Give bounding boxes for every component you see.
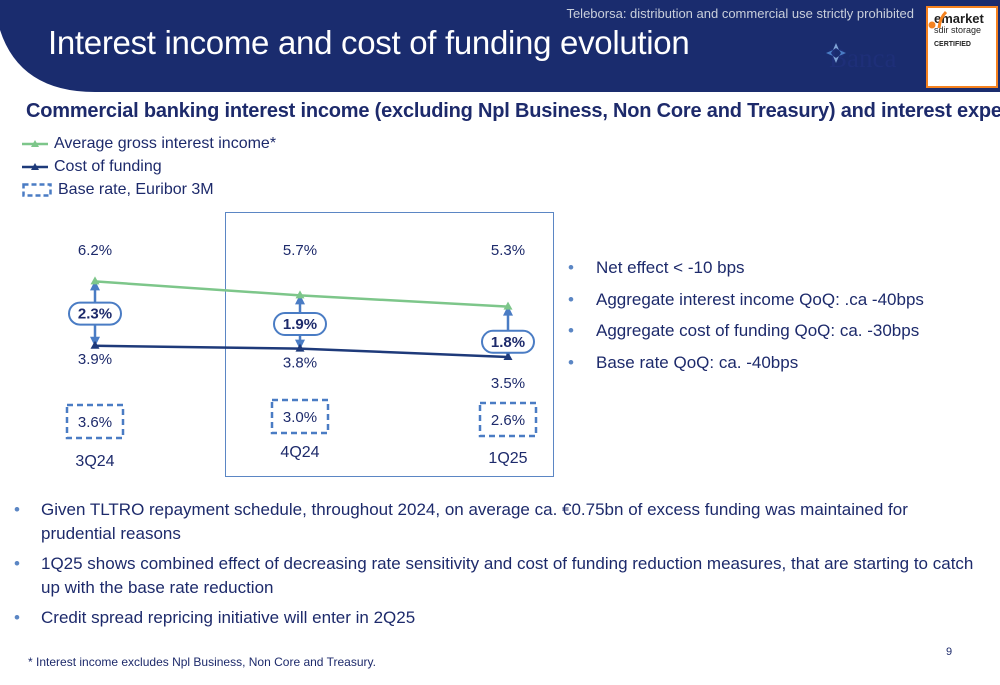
bottom-bullet-text: Credit spread repricing initiative will … bbox=[41, 608, 416, 627]
bullet-dot: • bbox=[14, 500, 20, 519]
highlight-box bbox=[225, 212, 554, 477]
bottom-bullet-text: 1Q25 shows combined effect of decreasing… bbox=[41, 554, 974, 597]
side-bullet: • Aggregate cost of funding QoQ: ca. -30b… bbox=[568, 321, 924, 353]
legend-item-base-rate: Base rate, Euribor 3M bbox=[22, 178, 276, 201]
badge-certified: CERTIFIED bbox=[934, 41, 971, 48]
base-rate-box bbox=[478, 401, 538, 438]
spread-arrow-head bbox=[295, 294, 305, 305]
category-label: 3Q24 bbox=[75, 453, 114, 470]
legend-item-cost-of-funding: Cost of funding bbox=[22, 155, 276, 178]
side-bullet: • Net effect < -10 bps bbox=[568, 258, 924, 290]
legend-label: Average gross interest income* bbox=[54, 134, 277, 152]
diamond-logo-icon bbox=[826, 43, 846, 63]
certification-badge: emarket sdir storage CERTIFIED bbox=[926, 6, 998, 88]
income-point bbox=[90, 276, 100, 285]
spread-label: 2.3% bbox=[78, 306, 112, 323]
base-rate-label: 3.6% bbox=[78, 414, 112, 431]
side-bullet-text: Net effect < -10 bps bbox=[596, 258, 745, 277]
spread-label-pill bbox=[68, 301, 122, 326]
chart-legend: Average gross interest income* Cost of f… bbox=[22, 132, 276, 201]
category-label: 1Q25 bbox=[488, 450, 527, 467]
income-point bbox=[295, 290, 305, 299]
page-number: 9 bbox=[946, 646, 953, 658]
bottom-bullet-text: Given TLTRO repayment schedule, througho… bbox=[41, 500, 908, 543]
side-bullet-text: Aggregate interest income QoQ: .ca -40bp… bbox=[596, 289, 924, 309]
badge-subtitle: sdir storage bbox=[934, 25, 982, 35]
bullet-dot: • bbox=[568, 321, 574, 340]
spread-label: 1.9% bbox=[283, 316, 317, 333]
bottom-bullets: • Given TLTRO repayment schedule, through… bbox=[14, 498, 974, 636]
category-label: 4Q24 bbox=[280, 444, 319, 461]
bullet-dot: • bbox=[14, 554, 20, 573]
base-rate-label: 2.6% bbox=[491, 412, 525, 429]
income-point bbox=[503, 301, 513, 310]
bank-logo: Banca bbox=[825, 42, 896, 74]
cost-point bbox=[503, 352, 513, 360]
base-rate-box bbox=[65, 403, 125, 440]
cost-value-label: 3.9% bbox=[78, 351, 112, 368]
side-bullet-text: Aggregate cost of funding QoQ: ca. -30bp… bbox=[596, 321, 920, 340]
income-value-label: 6.2% bbox=[78, 242, 112, 259]
base-rate-label: 3.0% bbox=[283, 409, 317, 426]
side-bullet-text: Base rate QoQ: ca. -40bps bbox=[596, 352, 799, 372]
page-title: Interest income and cost of funding evol… bbox=[48, 24, 690, 61]
income-value-label: 5.7% bbox=[283, 242, 317, 259]
bullet-dot: • bbox=[568, 289, 574, 309]
legend-label: Cost of funding bbox=[54, 157, 162, 175]
cost-point bbox=[90, 340, 100, 349]
bullet-dot: • bbox=[14, 608, 20, 627]
chart-subtitle: Commercial banking interest income (excl… bbox=[26, 100, 1000, 122]
cost-point bbox=[295, 343, 305, 352]
badge-mark-icon bbox=[928, 10, 948, 29]
legend-label: Base rate, Euribor 3M bbox=[58, 180, 214, 198]
bullet-dot: • bbox=[568, 352, 574, 372]
spread-arrow-head bbox=[90, 280, 100, 291]
side-bullet: • Aggregate interest income QoQ: .ca -40b… bbox=[568, 290, 924, 322]
badge-title: emarket bbox=[934, 11, 984, 26]
bottom-bullet: • 1Q25 shows combined effect of decreasin… bbox=[14, 552, 974, 600]
spread-label-pill bbox=[481, 329, 535, 354]
income-value-label: 5.3% bbox=[491, 242, 525, 259]
side-bullets: • Net effect < -10 bps • Aggregate interes… bbox=[568, 258, 924, 384]
side-bullet: • Base rate QoQ: ca. -40bps bbox=[568, 353, 924, 385]
navy-line-triangle-icon bbox=[22, 162, 48, 170]
spread-label: 1.8% bbox=[491, 334, 525, 351]
banner-shape bbox=[0, 0, 1000, 92]
logo-text: Banca bbox=[829, 42, 897, 73]
bottom-bullet: • Given TLTRO repayment schedule, through… bbox=[14, 498, 974, 546]
dashed-box-icon bbox=[22, 182, 52, 197]
cost-value-label: 3.5% bbox=[491, 375, 525, 392]
legend-item-interest-income: Average gross interest income* bbox=[22, 132, 276, 155]
cost-value-label: 3.8% bbox=[283, 355, 317, 372]
spread-arrow-head bbox=[503, 305, 513, 316]
footnote: * Interest income excludes Npl Business,… bbox=[28, 655, 376, 669]
green-line-triangle-icon bbox=[22, 139, 48, 147]
watermark: Teleborsa: distribution and commercial u… bbox=[566, 6, 914, 21]
header-banner: Teleborsa: distribution and commercial u… bbox=[0, 0, 1000, 92]
bullet-dot: • bbox=[568, 258, 574, 277]
spread-label-pill bbox=[273, 312, 327, 336]
bottom-bullet: • Credit spread repricing initiative will… bbox=[14, 606, 974, 630]
base-rate-box bbox=[270, 398, 330, 435]
